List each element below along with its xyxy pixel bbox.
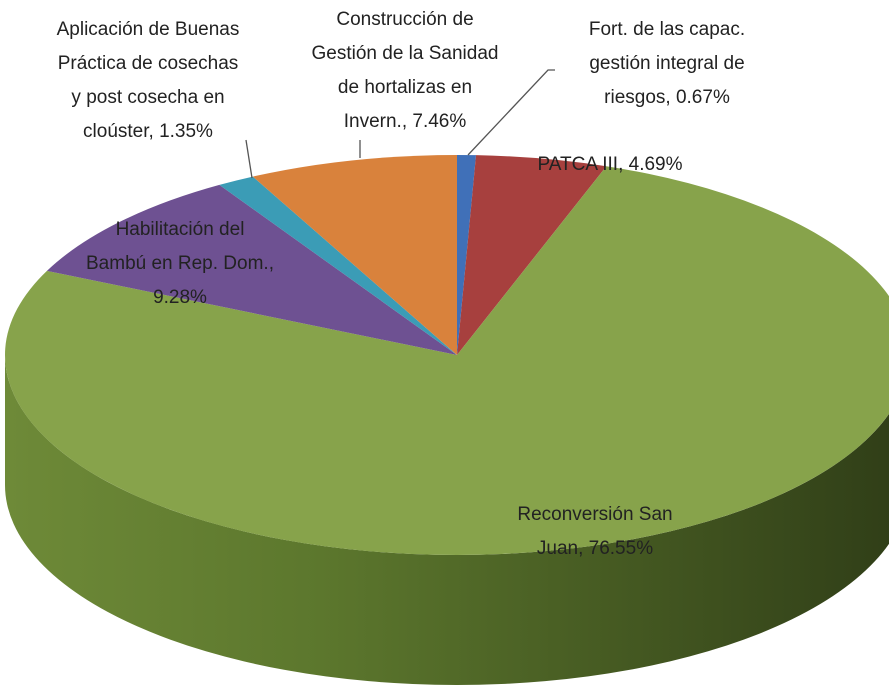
data-label: cloúster, 1.35% xyxy=(83,121,213,142)
pie-slice xyxy=(252,155,457,355)
data-label: Habilitación del xyxy=(116,219,245,240)
data-label: y post cosecha en xyxy=(71,87,224,108)
data-label: Fort. de las capac. xyxy=(589,19,745,40)
data-label: Juan, 76.55% xyxy=(537,538,653,559)
data-label: Invern., 7.46% xyxy=(344,111,467,132)
pie-side xyxy=(5,355,889,685)
data-label: Aplicación de Buenas xyxy=(57,19,240,40)
data-label: 9.28% xyxy=(153,287,207,308)
data-label: Gestión de la Sanidad xyxy=(312,43,499,64)
data-label: riesgos, 0.67% xyxy=(604,87,730,108)
pie-slice xyxy=(46,184,457,355)
data-label: de hortalizas en xyxy=(338,77,472,98)
data-label: Construcción de xyxy=(336,9,473,30)
pie-slice xyxy=(5,166,889,555)
data-label: Práctica de cosechas xyxy=(58,53,239,74)
data-label: gestión integral de xyxy=(589,53,744,74)
leader-line xyxy=(467,69,555,156)
pie-slice xyxy=(457,155,607,355)
pie-slice xyxy=(457,155,477,355)
leader-line xyxy=(245,139,253,179)
pie xyxy=(5,155,889,685)
data-label: Reconversión San xyxy=(517,504,672,525)
data-label: Bambú en Rep. Dom., xyxy=(86,253,274,274)
data-labels: Fort. de las capac. gestión integral de ri… xyxy=(57,9,746,559)
pie-slice xyxy=(219,176,457,355)
data-label: PATCA III, 4.69% xyxy=(537,154,682,175)
